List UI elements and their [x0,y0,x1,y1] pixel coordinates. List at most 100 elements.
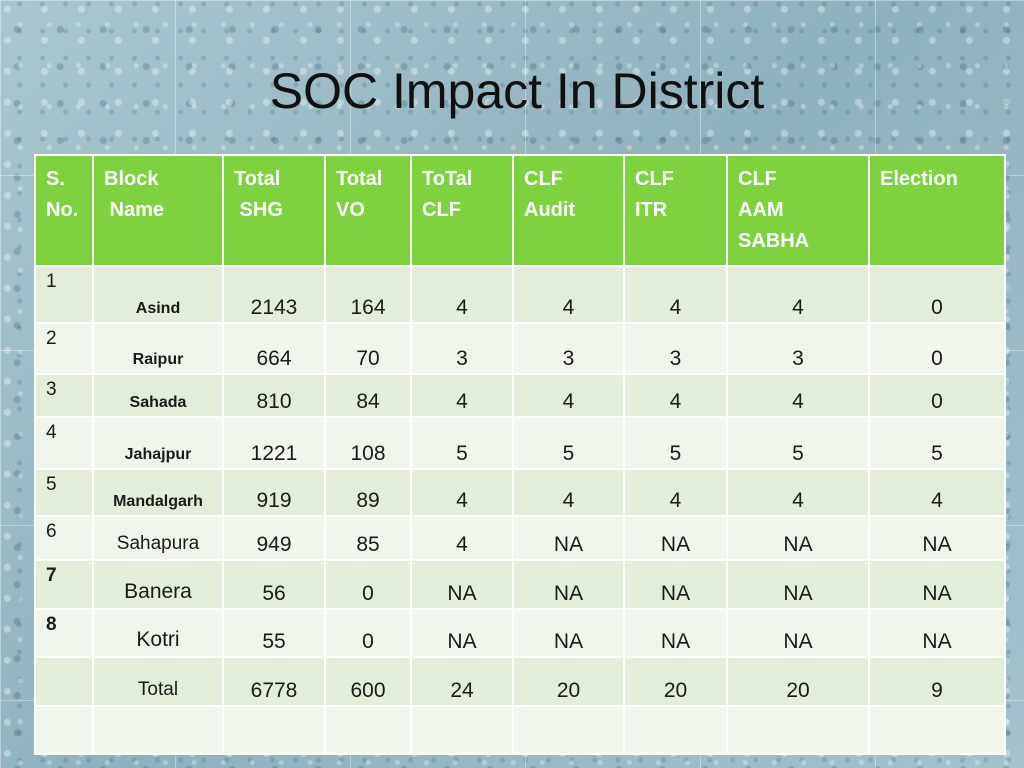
table-row: 5 Mandalgarh 919 89 4 4 4 4 4 [34,468,1006,517]
table-row: 3 Sahada 810 84 4 4 4 4 0 [34,373,1006,418]
cell-clf-aam: 4 [726,265,870,324]
cell-clf-aam: 3 [726,322,870,375]
cell-total-vo: 108 [324,416,412,470]
cell-sno: 4 [34,416,94,470]
cell-total-vo [324,705,412,755]
cell-block-name: Total [92,656,224,707]
cell-total-shg [222,705,326,755]
cell-clf-aam: NA [726,608,870,658]
cell-clf-audit: NA [512,608,625,658]
cell-clf-aam: 4 [726,468,870,517]
cell-election: 0 [868,373,1006,418]
cell-total-vo: 164 [324,265,412,324]
cell-total-shg: 949 [222,515,326,561]
cell-total-clf: 5 [410,416,514,470]
cell-total-vo: 84 [324,373,412,418]
table-row: 1 Asind 2143 164 4 4 4 4 0 [34,265,1006,324]
cell-clf-audit: NA [512,515,625,561]
table-row-total: Total 6778 600 24 20 20 20 9 [34,656,1006,707]
cell-total-vo: 89 [324,468,412,517]
cell-clf-aam: NA [726,559,870,610]
header-clf-audit: CLF Audit [512,154,625,267]
cell-clf-audit: 20 [512,656,625,707]
cell-total-clf: 4 [410,468,514,517]
cell-clf-itr: NA [623,515,728,561]
slide-title: SOC Impact In District [269,63,765,119]
cell-clf-audit: 5 [512,416,625,470]
header-total-shg: Total SHG [222,154,326,267]
header-clf-itr: CLF ITR [623,154,728,267]
table-row-empty [34,705,1006,755]
cell-sno: 1 [34,265,94,324]
cell-total-clf: NA [410,608,514,658]
cell-total-shg: 2143 [222,265,326,324]
cell-election: 4 [868,468,1006,517]
cell-total-shg: 55 [222,608,326,658]
cell-clf-audit: NA [512,559,625,610]
cell-clf-aam: NA [726,515,870,561]
cell-clf-audit: 4 [512,265,625,324]
cell-total-vo: 600 [324,656,412,707]
cell-election: NA [868,559,1006,610]
soc-impact-table: S. No. Block Name Total SHG Total VO ToT… [34,154,1006,755]
cell-clf-itr: 4 [623,265,728,324]
cell-total-clf: 4 [410,515,514,561]
cell-clf-aam [726,705,870,755]
cell-total-shg: 810 [222,373,326,418]
table-row: 4 Jahajpur 1221 108 5 5 5 5 5 [34,416,1006,470]
cell-total-shg: 1221 [222,416,326,470]
cell-total-vo: 0 [324,608,412,658]
cell-sno: 6 [34,515,94,561]
cell-election: 5 [868,416,1006,470]
cell-block-name: Mandalgarh [92,468,224,517]
cell-total-clf: 3 [410,322,514,375]
cell-clf-audit: 4 [512,373,625,418]
cell-clf-itr: 5 [623,416,728,470]
header-total-clf: ToTal CLF [410,154,514,267]
cell-clf-audit [512,705,625,755]
cell-clf-itr: 4 [623,468,728,517]
cell-total-vo: 85 [324,515,412,561]
header-block-name: Block Name [92,154,224,267]
cell-clf-itr [623,705,728,755]
header-total-vo: Total VO [324,154,412,267]
cell-block-name: Sahapura [92,515,224,561]
cell-sno: 7 [34,559,94,610]
cell-total-clf: 4 [410,265,514,324]
cell-election: 9 [868,656,1006,707]
cell-sno: 8 [34,608,94,658]
cell-sno: 3 [34,373,94,418]
cell-clf-itr: 4 [623,373,728,418]
cell-total-shg: 919 [222,468,326,517]
cell-clf-audit: 3 [512,322,625,375]
cell-clf-aam: 5 [726,416,870,470]
header-election: Election [868,154,1006,267]
cell-election: NA [868,608,1006,658]
cell-total-clf: 4 [410,373,514,418]
cell-total-shg: 56 [222,559,326,610]
cell-clf-itr: NA [623,559,728,610]
cell-block-name: Asind [92,265,224,324]
cell-total-clf: NA [410,559,514,610]
table-row: 7 Banera 56 0 NA NA NA NA NA [34,559,1006,610]
cell-clf-audit: 4 [512,468,625,517]
cell-election: 0 [868,265,1006,324]
cell-block-name: Sahada [92,373,224,418]
cell-sno: 2 [34,322,94,375]
cell-clf-aam: 20 [726,656,870,707]
cell-total-shg: 6778 [222,656,326,707]
cell-total-clf: 24 [410,656,514,707]
cell-clf-itr: 20 [623,656,728,707]
cell-block-name [92,705,224,755]
cell-election [868,705,1006,755]
cell-block-name: Banera [92,559,224,610]
header-row: S. No. Block Name Total SHG Total VO ToT… [34,154,1006,267]
cell-block-name: Kotri [92,608,224,658]
header-clf-aam-sabha: CLF AAM SABHA [726,154,870,267]
cell-election: NA [868,515,1006,561]
cell-election: 0 [868,322,1006,375]
cell-total-vo: 0 [324,559,412,610]
cell-sno [34,705,94,755]
cell-sno [34,656,94,707]
cell-total-clf [410,705,514,755]
